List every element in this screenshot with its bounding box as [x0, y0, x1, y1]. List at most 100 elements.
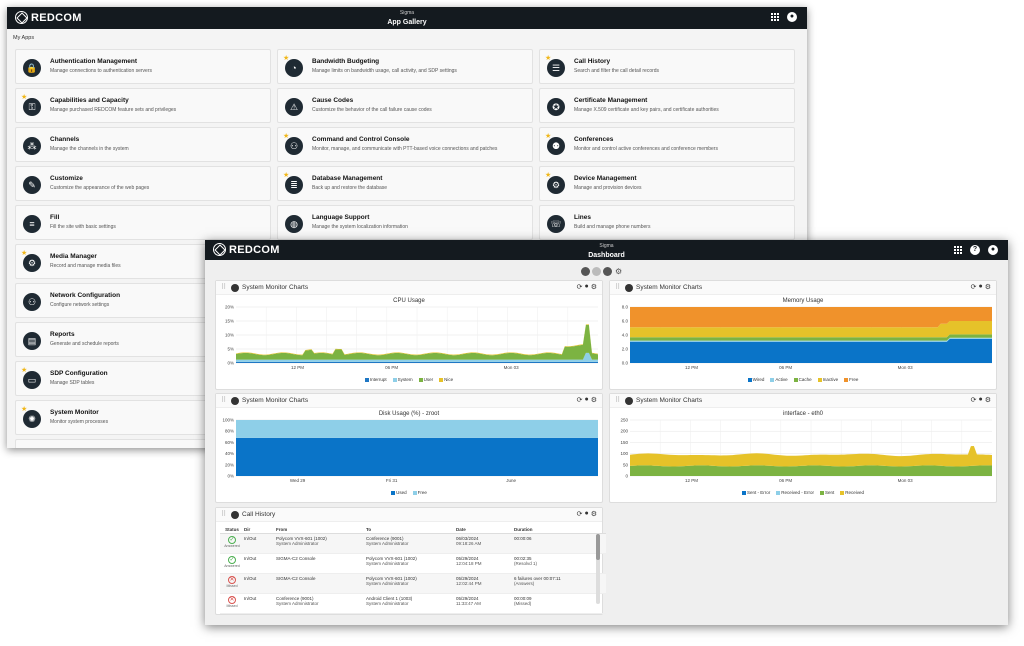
drag-handle-icon[interactable]: ⠿ [221, 397, 227, 404]
app-description: Fill the site with basic settings [50, 224, 116, 230]
app-card[interactable]: ⚙ ★ Device Management Manage and provision … [539, 166, 795, 201]
to-user: System Administrator [366, 541, 409, 546]
app-card[interactable]: ⚠ Cause Codes Customize the behavior of th… [277, 88, 533, 123]
drag-handle-icon[interactable]: ⠿ [615, 284, 621, 291]
gear-icon[interactable]: ⚙ [984, 284, 991, 291]
table-row[interactable]: ✕ Missed In/Out Conference (9001) System Adm… [220, 594, 606, 614]
favorite-star-icon[interactable]: ★ [283, 55, 290, 62]
app-card[interactable]: ☰ ★ Call History Search and filter the call… [539, 49, 795, 84]
legend-item[interactable]: Sent [820, 490, 834, 495]
app-description: Record and manage media files [50, 263, 121, 269]
legend-item[interactable]: Used [391, 490, 407, 495]
table-row[interactable]: ✓ Answered In/Out Polycom VVX-601 (1002) Sys… [220, 534, 606, 554]
drag-handle-icon[interactable]: ⠿ [615, 397, 621, 404]
app-grid-icon[interactable] [954, 246, 962, 254]
redcom-logo[interactable]: REDCOM [15, 11, 82, 24]
app-grid-icon[interactable] [771, 13, 779, 21]
gear-icon[interactable]: ⚙ [984, 397, 991, 404]
dashboard-header-title: Sigma Dashboard [205, 242, 1008, 260]
column-header[interactable]: Status [225, 526, 239, 532]
layout-dot-icon[interactable] [581, 267, 590, 276]
legend-swatch [770, 377, 775, 382]
refresh-icon[interactable]: ⟳ [576, 397, 583, 404]
app-card[interactable]: 🔒 Authentication Management Manage connect… [15, 49, 271, 84]
gear-icon[interactable]: ⚙ [590, 284, 597, 291]
app-card[interactable]: ⚇ ★ Command and Control Console Monitor, ma… [277, 127, 533, 162]
legend-item[interactable]: Free [844, 377, 858, 382]
legend-item[interactable]: Sent - Error [741, 490, 771, 495]
table-scrollbar[interactable] [596, 534, 600, 604]
layout-dot-icon[interactable] [603, 267, 612, 276]
help-icon[interactable]: ● [978, 283, 983, 290]
refresh-icon[interactable]: ⟳ [576, 511, 583, 518]
legend-item[interactable]: Inactive [817, 377, 838, 382]
help-icon[interactable]: ● [584, 510, 589, 517]
app-card[interactable]: ✎ Customize Customize the appearance of th… [15, 166, 271, 201]
layout-dot-icon[interactable] [592, 267, 601, 276]
help-icon[interactable]: ● [584, 283, 589, 290]
favorite-star-icon[interactable]: ★ [21, 406, 28, 413]
app-name: Cause Codes [312, 97, 354, 104]
favorite-star-icon[interactable]: ★ [283, 133, 290, 140]
app-card[interactable]: ⁂ Channels Manage the channels in the syst… [15, 127, 271, 162]
help-icon[interactable]: ? [970, 245, 980, 255]
app-description: Manage purchased REDCOM feature sets and… [50, 107, 177, 113]
gear-icon[interactable]: ⚙ [590, 511, 597, 518]
drag-handle-icon[interactable]: ⠿ [221, 284, 227, 291]
table-row[interactable]: ✕ Missed In/Out SIGMA-C2 Console Polycom VVX… [220, 574, 606, 594]
layout-toggle[interactable]: ⚙ [581, 267, 622, 276]
app-card[interactable]: ✪ Certificate Management Manage X.509 cert… [539, 88, 795, 123]
table-body: ✓ Answered In/Out Polycom VVX-601 (1002) Sys… [220, 534, 606, 614]
column-header[interactable]: From [276, 526, 288, 532]
legend-item[interactable]: System [392, 377, 413, 382]
app-card[interactable]: ☏ Lines Build and manage phone numbers [539, 205, 795, 240]
app-card[interactable]: ◍ Language Support Manage the system local… [277, 205, 533, 240]
help-icon[interactable]: ● [584, 396, 589, 403]
chart-legend: Used Free [216, 490, 602, 495]
refresh-icon[interactable]: ⟳ [970, 284, 977, 291]
panel-header: ⠿ System Monitor Charts ⟳ ● ⚙ [610, 394, 996, 408]
refresh-icon[interactable]: ⟳ [576, 284, 583, 291]
gear-icon[interactable]: ⚙ [590, 397, 597, 404]
call-duration-note: (Resolvd 1) [514, 561, 538, 566]
user-icon[interactable]: ● [988, 245, 998, 255]
favorite-star-icon[interactable]: ★ [21, 250, 28, 257]
legend-item[interactable]: Interrupt [364, 377, 387, 382]
column-header[interactable]: Dir [244, 526, 251, 532]
legend-item[interactable]: User [418, 377, 433, 382]
column-header[interactable]: Duration [514, 526, 533, 532]
fill-icon: ≡ [23, 215, 41, 233]
app-card[interactable]: ⚉ ★ Conferences Monitor and control active … [539, 127, 795, 162]
gear-icon[interactable]: ⚙ [615, 267, 623, 276]
app-card[interactable]: ⚿ ★ Capabilities and Capacity Manage purcha… [15, 88, 271, 123]
favorite-star-icon[interactable]: ★ [545, 55, 552, 62]
legend-item[interactable]: Received - Error [776, 490, 814, 495]
legend-item[interactable]: Received [840, 490, 864, 495]
favorite-star-icon[interactable]: ★ [21, 367, 28, 374]
app-description: Monitor, manage, and communicate with PT… [312, 146, 498, 152]
redcom-logo[interactable]: REDCOM [213, 243, 280, 256]
favorite-star-icon[interactable]: ★ [21, 94, 28, 101]
favorite-star-icon[interactable]: ★ [545, 172, 552, 179]
user-icon[interactable]: ● [787, 12, 797, 22]
media-icon: ⚙ [23, 254, 41, 272]
favorite-star-icon[interactable]: ★ [545, 133, 552, 140]
refresh-icon[interactable]: ⟳ [970, 397, 977, 404]
column-header[interactable]: To [366, 526, 372, 532]
column-header[interactable]: Date [456, 526, 466, 532]
legend-item[interactable]: Free [412, 490, 427, 495]
help-icon[interactable]: ● [978, 396, 983, 403]
legend-item[interactable]: Active [770, 377, 788, 382]
y-tick-label: 150 [620, 440, 628, 445]
legend-item[interactable]: Cache [793, 377, 812, 382]
legend-item[interactable]: Nice [439, 377, 453, 382]
table-row[interactable]: ✓ Answered In/Out SIGMA-C2 Console Polycom V… [220, 554, 606, 574]
favorite-star-icon[interactable]: ★ [283, 172, 290, 179]
legend-label: Sent - Error [746, 490, 771, 495]
app-card[interactable]: ≡ Fill Fill the site with basic settings [15, 205, 271, 240]
panel-title: System Monitor Charts [636, 397, 703, 404]
app-card[interactable]: ≣ ★ Database Management Back up and restore… [277, 166, 533, 201]
drag-handle-icon[interactable]: ⠿ [221, 511, 227, 518]
app-card[interactable]: ◔ ★ Bandwidth Budgeting Manage limits on ba… [277, 49, 533, 84]
legend-item[interactable]: Wired [747, 377, 764, 382]
